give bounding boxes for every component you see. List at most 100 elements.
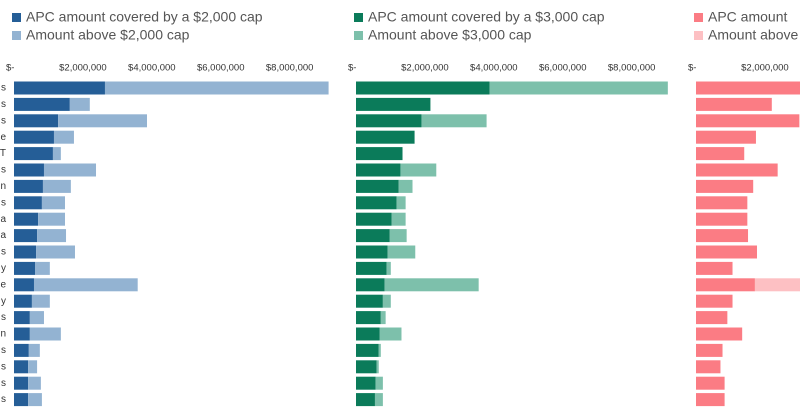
bar-segment bbox=[35, 261, 50, 275]
bar-segment bbox=[14, 130, 54, 144]
legend-label: APC amount bbox=[708, 9, 787, 25]
legend-swatch bbox=[354, 31, 363, 40]
bar-segment bbox=[356, 81, 490, 95]
bar-segment bbox=[356, 97, 431, 111]
x-tick-label: $6,000,000 bbox=[197, 63, 245, 74]
bar-segment bbox=[356, 229, 390, 243]
category-label: s bbox=[1, 99, 6, 110]
bar-segment bbox=[696, 343, 723, 357]
bar-segment bbox=[356, 294, 383, 308]
bar-segment bbox=[696, 163, 778, 177]
bar-segment bbox=[14, 294, 32, 308]
bar-segment bbox=[14, 376, 29, 390]
bar-segment bbox=[382, 294, 391, 308]
bar-segment bbox=[696, 360, 721, 374]
x-tick-label: $4,000,000 bbox=[128, 63, 176, 74]
category-label: a bbox=[0, 230, 6, 241]
bar-segment bbox=[29, 327, 61, 341]
category-label: s bbox=[1, 345, 6, 356]
x-tick-label: $- bbox=[6, 63, 14, 74]
bar-segment bbox=[42, 179, 71, 193]
bar-segment bbox=[28, 360, 38, 374]
category-label: n bbox=[0, 181, 6, 192]
bar-segment bbox=[14, 97, 70, 111]
bar-segment bbox=[389, 229, 407, 243]
bar-segment bbox=[69, 97, 90, 111]
bar-segment bbox=[33, 278, 138, 292]
bar-segment bbox=[356, 360, 377, 374]
category-label: y bbox=[1, 263, 6, 274]
bar-segment bbox=[398, 179, 413, 193]
bar-segment bbox=[14, 311, 30, 325]
category-label: T bbox=[0, 148, 6, 159]
legend-swatch bbox=[12, 13, 21, 22]
bar-segment bbox=[43, 163, 97, 177]
bar-segment bbox=[14, 278, 34, 292]
category-label: s bbox=[1, 165, 6, 176]
x-tick-label: $8,000,000 bbox=[266, 63, 314, 74]
bar-segment bbox=[28, 393, 42, 407]
bar-segment bbox=[696, 261, 733, 275]
bar-segment bbox=[696, 311, 728, 325]
category-label: s bbox=[1, 361, 6, 372]
bar-segment bbox=[53, 130, 74, 144]
bar-segment bbox=[14, 212, 39, 226]
bar-segment bbox=[400, 163, 437, 177]
bar-segment bbox=[28, 376, 41, 390]
bar-segment bbox=[37, 229, 67, 243]
bar-segment bbox=[356, 130, 415, 144]
bar-segment bbox=[38, 212, 65, 226]
bar-segment bbox=[696, 130, 756, 144]
bar-segment bbox=[356, 163, 401, 177]
bar-segment bbox=[380, 311, 386, 325]
bar-segment bbox=[384, 278, 479, 292]
legend-swatch bbox=[694, 31, 703, 40]
category-label: e bbox=[0, 132, 6, 143]
bar-segment bbox=[356, 278, 385, 292]
x-tick-label: $2,000,000 bbox=[741, 63, 789, 74]
x-tick-label: $6,000,000 bbox=[539, 63, 587, 74]
category-label: y bbox=[1, 296, 6, 307]
legend-label: Amount above $ bbox=[708, 27, 800, 43]
bar-segment bbox=[52, 147, 61, 161]
bar-segment bbox=[14, 360, 29, 374]
bar-segment bbox=[356, 114, 422, 128]
bar-segment bbox=[391, 212, 406, 226]
bar-segment bbox=[356, 343, 379, 357]
category-label: a bbox=[0, 214, 6, 225]
bar-segment bbox=[356, 376, 376, 390]
bar-segment bbox=[386, 261, 391, 275]
bar-segment bbox=[356, 245, 388, 259]
x-tick-label: $4,000,000 bbox=[470, 63, 518, 74]
bar-segment bbox=[696, 114, 800, 128]
legend-swatch bbox=[12, 31, 21, 40]
category-label: s bbox=[1, 83, 6, 94]
bar-segment bbox=[58, 114, 148, 128]
bar-segment bbox=[376, 360, 379, 374]
bar-segment bbox=[374, 393, 383, 407]
bar-segment bbox=[754, 278, 800, 292]
bar-segment bbox=[28, 343, 40, 357]
bar-segment bbox=[396, 196, 406, 210]
x-tick-label: $2,000,000 bbox=[401, 63, 449, 74]
x-tick-label: $8,000,000 bbox=[608, 63, 656, 74]
bar-segment bbox=[696, 196, 748, 210]
bar-segment bbox=[379, 327, 402, 341]
bar-segment bbox=[14, 81, 105, 95]
legend-swatch bbox=[354, 13, 363, 22]
bar-segment bbox=[356, 147, 403, 161]
category-label: s bbox=[1, 312, 6, 323]
bar-segment bbox=[696, 245, 757, 259]
bar-segment bbox=[387, 245, 416, 259]
legend-label: APC amount covered by a $2,000 cap bbox=[26, 9, 263, 25]
category-label: s bbox=[1, 115, 6, 126]
bar-segment bbox=[696, 294, 733, 308]
bar-segment bbox=[41, 196, 65, 210]
bar-segment bbox=[14, 261, 36, 275]
bar-segment bbox=[378, 343, 381, 357]
bar-segment bbox=[356, 179, 399, 193]
bar-segment bbox=[356, 261, 387, 275]
bar-segment bbox=[696, 327, 743, 341]
bar-segment bbox=[14, 163, 44, 177]
